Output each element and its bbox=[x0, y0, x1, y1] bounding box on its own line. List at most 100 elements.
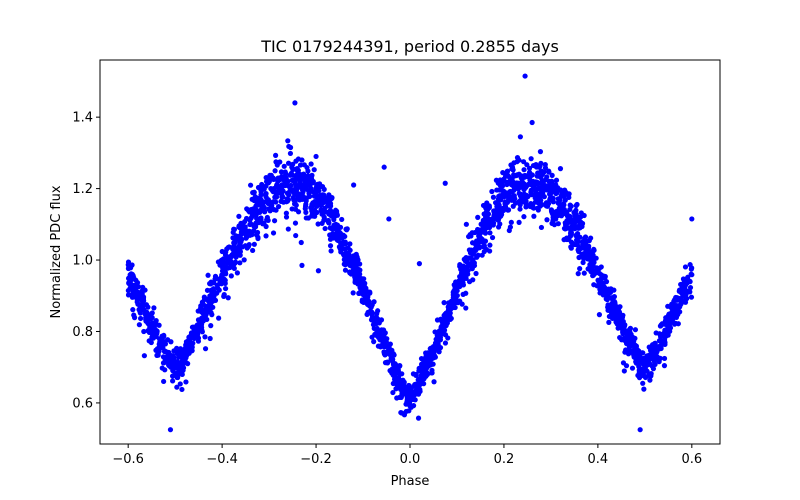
data-point bbox=[129, 276, 136, 282]
data-point bbox=[384, 360, 391, 366]
data-point bbox=[129, 262, 135, 268]
data-point bbox=[387, 368, 393, 374]
data-points-layer bbox=[125, 73, 695, 433]
data-point bbox=[200, 310, 206, 317]
data-point bbox=[273, 199, 279, 205]
data-point bbox=[530, 162, 537, 169]
data-point bbox=[225, 244, 231, 251]
data-point bbox=[175, 374, 181, 381]
data-point bbox=[315, 221, 321, 227]
data-point bbox=[230, 235, 236, 241]
data-point bbox=[314, 202, 320, 208]
data-point bbox=[671, 307, 677, 313]
data-point bbox=[542, 177, 548, 183]
data-point bbox=[680, 287, 686, 293]
data-point bbox=[496, 197, 503, 203]
data-point bbox=[560, 209, 567, 215]
data-point bbox=[466, 279, 473, 285]
data-point bbox=[292, 220, 299, 226]
data-point bbox=[237, 225, 243, 231]
data-point bbox=[577, 266, 583, 272]
data-point bbox=[423, 360, 429, 366]
data-point bbox=[538, 224, 545, 231]
data-point bbox=[586, 248, 592, 254]
data-point bbox=[442, 340, 449, 346]
data-point bbox=[318, 202, 324, 208]
data-point bbox=[365, 301, 371, 308]
data-point bbox=[640, 380, 646, 386]
data-point bbox=[247, 217, 253, 223]
data-point bbox=[363, 289, 369, 295]
data-point bbox=[171, 348, 177, 354]
data-point bbox=[578, 245, 584, 251]
data-point bbox=[189, 344, 195, 350]
data-point bbox=[413, 390, 419, 396]
data-point bbox=[190, 340, 196, 346]
data-point bbox=[504, 168, 511, 174]
data-point bbox=[562, 220, 568, 226]
data-point bbox=[424, 364, 430, 371]
data-point bbox=[133, 289, 139, 295]
data-point bbox=[135, 301, 141, 307]
data-point bbox=[627, 325, 634, 331]
y-axis-label: Normalized PDC flux bbox=[49, 185, 64, 318]
data-point bbox=[481, 228, 487, 234]
outlier-point bbox=[386, 216, 392, 222]
data-point bbox=[636, 375, 643, 381]
data-point bbox=[275, 178, 281, 184]
data-point bbox=[549, 172, 555, 178]
data-point bbox=[281, 178, 287, 184]
data-point bbox=[170, 378, 176, 384]
data-point bbox=[315, 188, 322, 194]
data-point bbox=[427, 353, 433, 359]
data-point bbox=[305, 215, 312, 221]
data-point bbox=[294, 190, 300, 196]
data-point bbox=[247, 182, 254, 188]
data-point bbox=[156, 336, 163, 342]
data-point bbox=[202, 346, 209, 352]
data-point bbox=[285, 138, 291, 144]
data-point bbox=[452, 285, 458, 291]
data-point bbox=[469, 230, 475, 236]
data-point bbox=[259, 181, 265, 188]
data-point bbox=[198, 306, 204, 312]
x-axis-ticks: −0.6 −0.4 −0.2 0.0 0.2 0.4 0.6 bbox=[112, 444, 702, 467]
data-point bbox=[493, 207, 499, 213]
data-point bbox=[430, 344, 437, 350]
data-point bbox=[161, 332, 167, 339]
data-point bbox=[301, 171, 307, 177]
data-point bbox=[371, 339, 377, 345]
data-point bbox=[166, 362, 172, 368]
data-point bbox=[394, 382, 400, 388]
data-point bbox=[502, 173, 509, 179]
data-point bbox=[299, 157, 305, 163]
data-point bbox=[391, 361, 397, 367]
data-point bbox=[284, 196, 290, 202]
data-point bbox=[524, 162, 530, 168]
data-point bbox=[207, 335, 213, 342]
data-point bbox=[661, 355, 668, 362]
outlier-point bbox=[299, 262, 305, 268]
data-point bbox=[399, 371, 405, 377]
data-point bbox=[620, 312, 626, 318]
data-point bbox=[428, 370, 435, 376]
data-point bbox=[479, 252, 485, 258]
data-point bbox=[529, 172, 535, 178]
data-point bbox=[237, 239, 243, 245]
y-tick-label: 0.6 bbox=[72, 396, 93, 411]
data-point bbox=[341, 261, 347, 267]
data-point bbox=[402, 386, 408, 392]
data-point bbox=[528, 156, 534, 162]
data-point bbox=[273, 207, 279, 213]
data-point bbox=[304, 186, 310, 192]
data-point bbox=[603, 279, 610, 285]
data-point bbox=[222, 285, 229, 292]
data-point bbox=[513, 172, 520, 179]
data-point bbox=[600, 284, 606, 290]
data-point bbox=[283, 214, 290, 220]
data-point bbox=[393, 386, 399, 392]
outlier-point bbox=[463, 221, 469, 227]
data-point bbox=[459, 301, 465, 307]
data-point bbox=[629, 365, 636, 371]
data-point bbox=[523, 201, 529, 207]
